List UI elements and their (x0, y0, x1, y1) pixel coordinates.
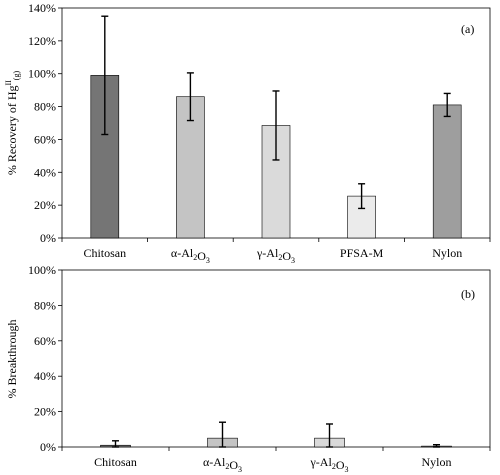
panel-a-category-label: γ-Al2O3 (256, 246, 295, 265)
panel-a-label: (a) (461, 22, 474, 36)
panel-b: (b) % Breakthrough 0% 20% 40% 60% 80% 100% Ch… (5, 263, 491, 474)
panel-b-ylabel: % Breakthrough (5, 320, 19, 399)
panel-b-category-label: Chitosan (94, 455, 137, 469)
panel-b-ytick-label: 0% (40, 440, 56, 454)
panel-b-category-label: α-Al2O3 (203, 455, 242, 474)
panel-b-category-label: γ-Al2O3 (310, 455, 349, 474)
panel-b-error-bar (112, 440, 119, 448)
panel-b-category-label: Nylon (422, 455, 452, 469)
panel-a-ytick-label: 60% (34, 132, 56, 146)
panel-b-error-bar (326, 423, 333, 448)
panel-b-ytick-label: 80% (34, 298, 56, 312)
panel-b-error-bar (219, 421, 226, 448)
panel-a-category-label: α-Al2O3 (171, 246, 210, 265)
panel-b-error-bar (433, 443, 440, 448)
panel-a-ytick-label: 20% (34, 198, 56, 212)
panel-b-ytick-label: 20% (34, 405, 56, 419)
panel-a-ytick-label: 40% (34, 165, 56, 179)
panel-a-ylabel-main: % Recovery of Hg (5, 86, 19, 176)
panel-a-ylabel-sub: (g) (12, 71, 21, 81)
panel-a-category-label: PFSA-M (340, 246, 384, 260)
panel-b-label: (b) (461, 287, 475, 301)
panel-a-ylabel: % Recovery of HgII(g) (4, 71, 21, 176)
panel-b-y-axis: 0% 20% 40% 60% 80% 100% (28, 263, 62, 454)
panel-b-ytick-label: 100% (28, 263, 56, 277)
panel-b-ytick-label: 40% (34, 369, 56, 383)
panel-a-ylabel-sup: II (4, 80, 13, 86)
panel-a-ytick-label: 140% (28, 1, 56, 15)
panel-b-bars (100, 421, 452, 448)
panel-a-category-label: Nylon (432, 246, 462, 260)
panel-a-error-bar (101, 15, 109, 136)
panel-a-x-axis: Chitosan α-Al2O3 γ-Al2O3 PFSA-M Nylon (61, 238, 491, 265)
panel-a-ytick-label: 100% (28, 67, 56, 81)
panel-a-y-axis: 0% 20% 40% 60% 80% 100% 120% 140% (28, 1, 62, 245)
panel-b-ytick-label: 60% (34, 334, 56, 348)
panel-a-bar (432, 104, 462, 239)
panel-a-ytick-label: 0% (40, 231, 56, 245)
panel-a-error-bar (443, 92, 451, 118)
panel-b-plot-frame (61, 269, 491, 448)
panel-b-x-axis: Chitosan α-Al2O3 γ-Al2O3 Nylon (61, 447, 491, 474)
panel-a-error-bar (186, 72, 194, 122)
panel-a-bars (90, 15, 462, 239)
panel-a-category-label: Chitosan (83, 246, 126, 260)
panel-a-ytick-label: 120% (28, 34, 56, 48)
panel-a-error-bar (272, 90, 280, 161)
panel-a: (a) % Recovery of HgII(g) 0% 20% 40% 60% 80%… (4, 1, 491, 265)
panel-a-error-bar (358, 183, 366, 210)
panel-a-ytick-label: 80% (34, 100, 56, 114)
